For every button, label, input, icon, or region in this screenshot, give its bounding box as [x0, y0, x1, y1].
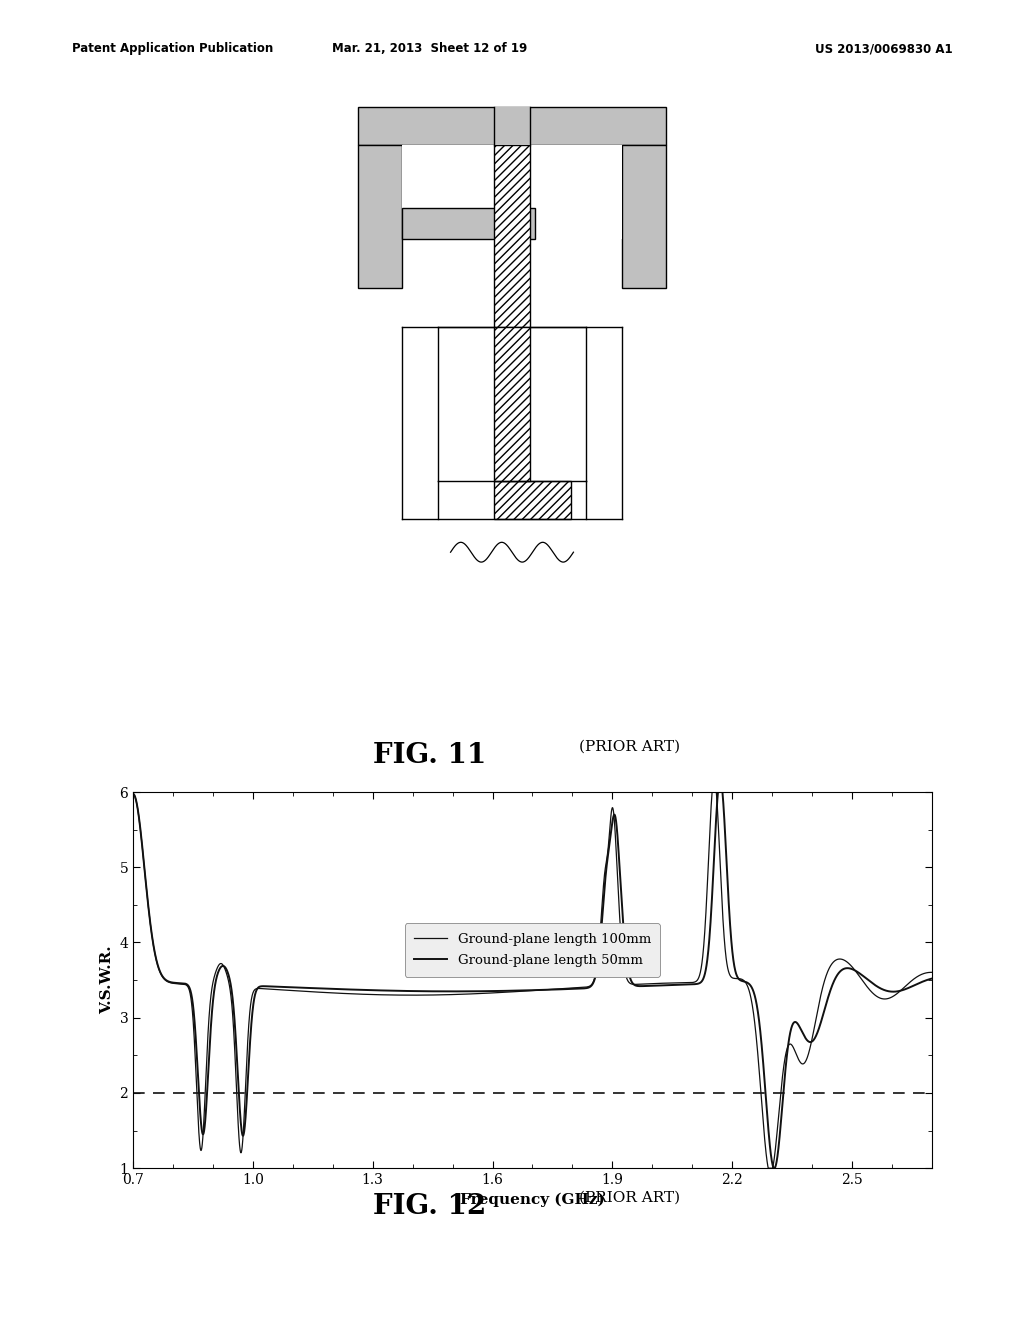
Ground-plane length 100mm — [708, 771, 720, 787]
Ground-plane length 50mm — [507, 983, 519, 999]
Ground-plane length 100mm — [762, 1160, 774, 1176]
Ground-plane length 50mm — [768, 1160, 780, 1176]
Bar — [401, 209, 535, 239]
Ground-plane length 50mm — [708, 865, 720, 880]
Ground-plane length 50mm — [862, 972, 874, 987]
Ground-plane length 50mm — [714, 771, 726, 787]
X-axis label: Frequency (GHz): Frequency (GHz) — [460, 1192, 605, 1206]
Ground-plane length 100mm — [469, 986, 481, 1002]
Bar — [623, 145, 666, 288]
Ground-plane length 100mm — [901, 977, 913, 993]
Bar — [358, 145, 401, 288]
Ground-plane length 50mm — [463, 983, 475, 999]
Bar — [495, 107, 530, 145]
Legend: Ground-plane length 100mm, Ground-plane length 50mm: Ground-plane length 100mm, Ground-plane … — [404, 924, 660, 977]
Bar — [495, 480, 571, 519]
Ground-plane length 50mm — [926, 970, 938, 986]
Ground-plane length 50mm — [469, 983, 481, 999]
Bar — [495, 327, 530, 480]
Bar — [401, 145, 623, 239]
Text: Patent Application Publication: Patent Application Publication — [72, 42, 273, 55]
Y-axis label: V.S.W.R.: V.S.W.R. — [99, 946, 114, 1014]
Line: Ground-plane length 50mm: Ground-plane length 50mm — [133, 779, 932, 1168]
Ground-plane length 100mm — [127, 787, 139, 803]
Line: Ground-plane length 100mm: Ground-plane length 100mm — [133, 779, 932, 1168]
Text: (PRIOR ART): (PRIOR ART) — [579, 739, 680, 754]
Text: Mar. 21, 2013  Sheet 12 of 19: Mar. 21, 2013 Sheet 12 of 19 — [333, 42, 527, 55]
Text: FIG. 12: FIG. 12 — [374, 1193, 486, 1220]
Ground-plane length 100mm — [926, 965, 938, 981]
Ground-plane length 100mm — [708, 772, 720, 788]
Text: US 2013/0069830 A1: US 2013/0069830 A1 — [815, 42, 952, 55]
Bar — [495, 145, 530, 327]
Ground-plane length 100mm — [507, 983, 519, 999]
Ground-plane length 100mm — [463, 986, 475, 1002]
Text: (PRIOR ART): (PRIOR ART) — [579, 1191, 680, 1205]
Bar — [358, 107, 666, 145]
Ground-plane length 100mm — [862, 979, 874, 995]
Text: FIG. 11: FIG. 11 — [374, 742, 486, 768]
Ground-plane length 50mm — [127, 785, 139, 801]
Ground-plane length 50mm — [901, 981, 913, 997]
